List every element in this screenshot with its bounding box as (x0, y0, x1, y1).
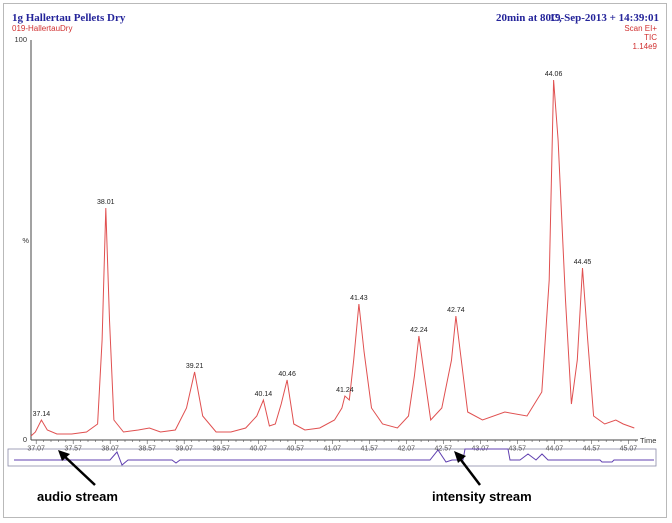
x-tick-label-9: 41.57 (361, 446, 379, 453)
x-tick-label-11: 42.57 (435, 446, 453, 453)
x-tick-label-0: 37.07 (27, 446, 45, 453)
peak-label-2: 39.21 (186, 363, 204, 370)
x-tick-label-7: 40.57 (287, 446, 305, 453)
peak-label-6: 41.43 (350, 295, 368, 302)
intensity-label: 1.14e9 (633, 42, 658, 51)
peak-label-0: 37.14 (33, 411, 51, 418)
tic-trace-line (30, 79, 635, 437)
stream-signal-line (14, 448, 654, 466)
x-axis-unit-label: Time (640, 436, 656, 445)
peak-labels: 37.14 38.01 39.21 40.14 40.46 41.24 41.43 42.24… (33, 71, 592, 418)
trace-label: TIC (644, 33, 657, 42)
x-tick-label-2: 38.07 (101, 446, 119, 453)
x-tick-label-5: 39.57 (212, 446, 230, 453)
peak-label-9: 44.06 (545, 71, 563, 78)
x-tick-label-4: 39.07 (175, 446, 193, 453)
datetime-label: 19-Sep-2013 + 14:39:01 (549, 12, 659, 24)
peak-label-10: 44.45 (574, 259, 592, 266)
x-axis-tick-labels: 37.07 37.57 38.07 38.57 39.07 39.57 40.07 40.57… (27, 446, 637, 453)
x-tick-label-10: 42.07 (398, 446, 416, 453)
intensity-stream-label: intensity stream (432, 489, 532, 504)
peak-label-8: 42.74 (447, 307, 465, 314)
x-tick-label-1: 37.57 (64, 446, 82, 453)
x-tick-label-14: 44.07 (546, 446, 564, 453)
chromatogram-window (3, 3, 667, 518)
x-axis-minor-ticks (35, 440, 637, 444)
x-tick-label-6: 40.07 (250, 446, 268, 453)
peak-label-5: 41.24 (336, 387, 354, 394)
peak-label-1: 38.01 (97, 199, 115, 206)
audio-stream-label: audio stream (37, 489, 118, 504)
y-axis-zero-label: 0 (23, 435, 27, 444)
method-label: 20min at 80C, (496, 12, 562, 24)
peak-label-4: 40.46 (278, 371, 296, 378)
scan-mode-label: Scan EI+ (624, 24, 657, 33)
x-tick-label-3: 38.57 (138, 446, 156, 453)
stream-strip (7, 448, 657, 467)
peak-label-3: 40.14 (255, 391, 273, 398)
x-tick-label-8: 41.07 (324, 446, 342, 453)
peak-label-7: 42.24 (410, 327, 428, 334)
x-tick-label-16: 45.07 (620, 446, 638, 453)
x-tick-label-13: 43.57 (509, 446, 527, 453)
chart-title: 1g Hallertau Pellets Dry (12, 12, 126, 24)
intensity-stream-arrow (454, 451, 481, 486)
y-axis-max-label: 100 (14, 35, 27, 44)
x-tick-label-15: 44.57 (583, 446, 601, 453)
y-axis-unit-label: % (22, 236, 29, 245)
sample-name: 019-HallertauDry (12, 24, 72, 33)
audio-stream-arrow (58, 450, 96, 486)
